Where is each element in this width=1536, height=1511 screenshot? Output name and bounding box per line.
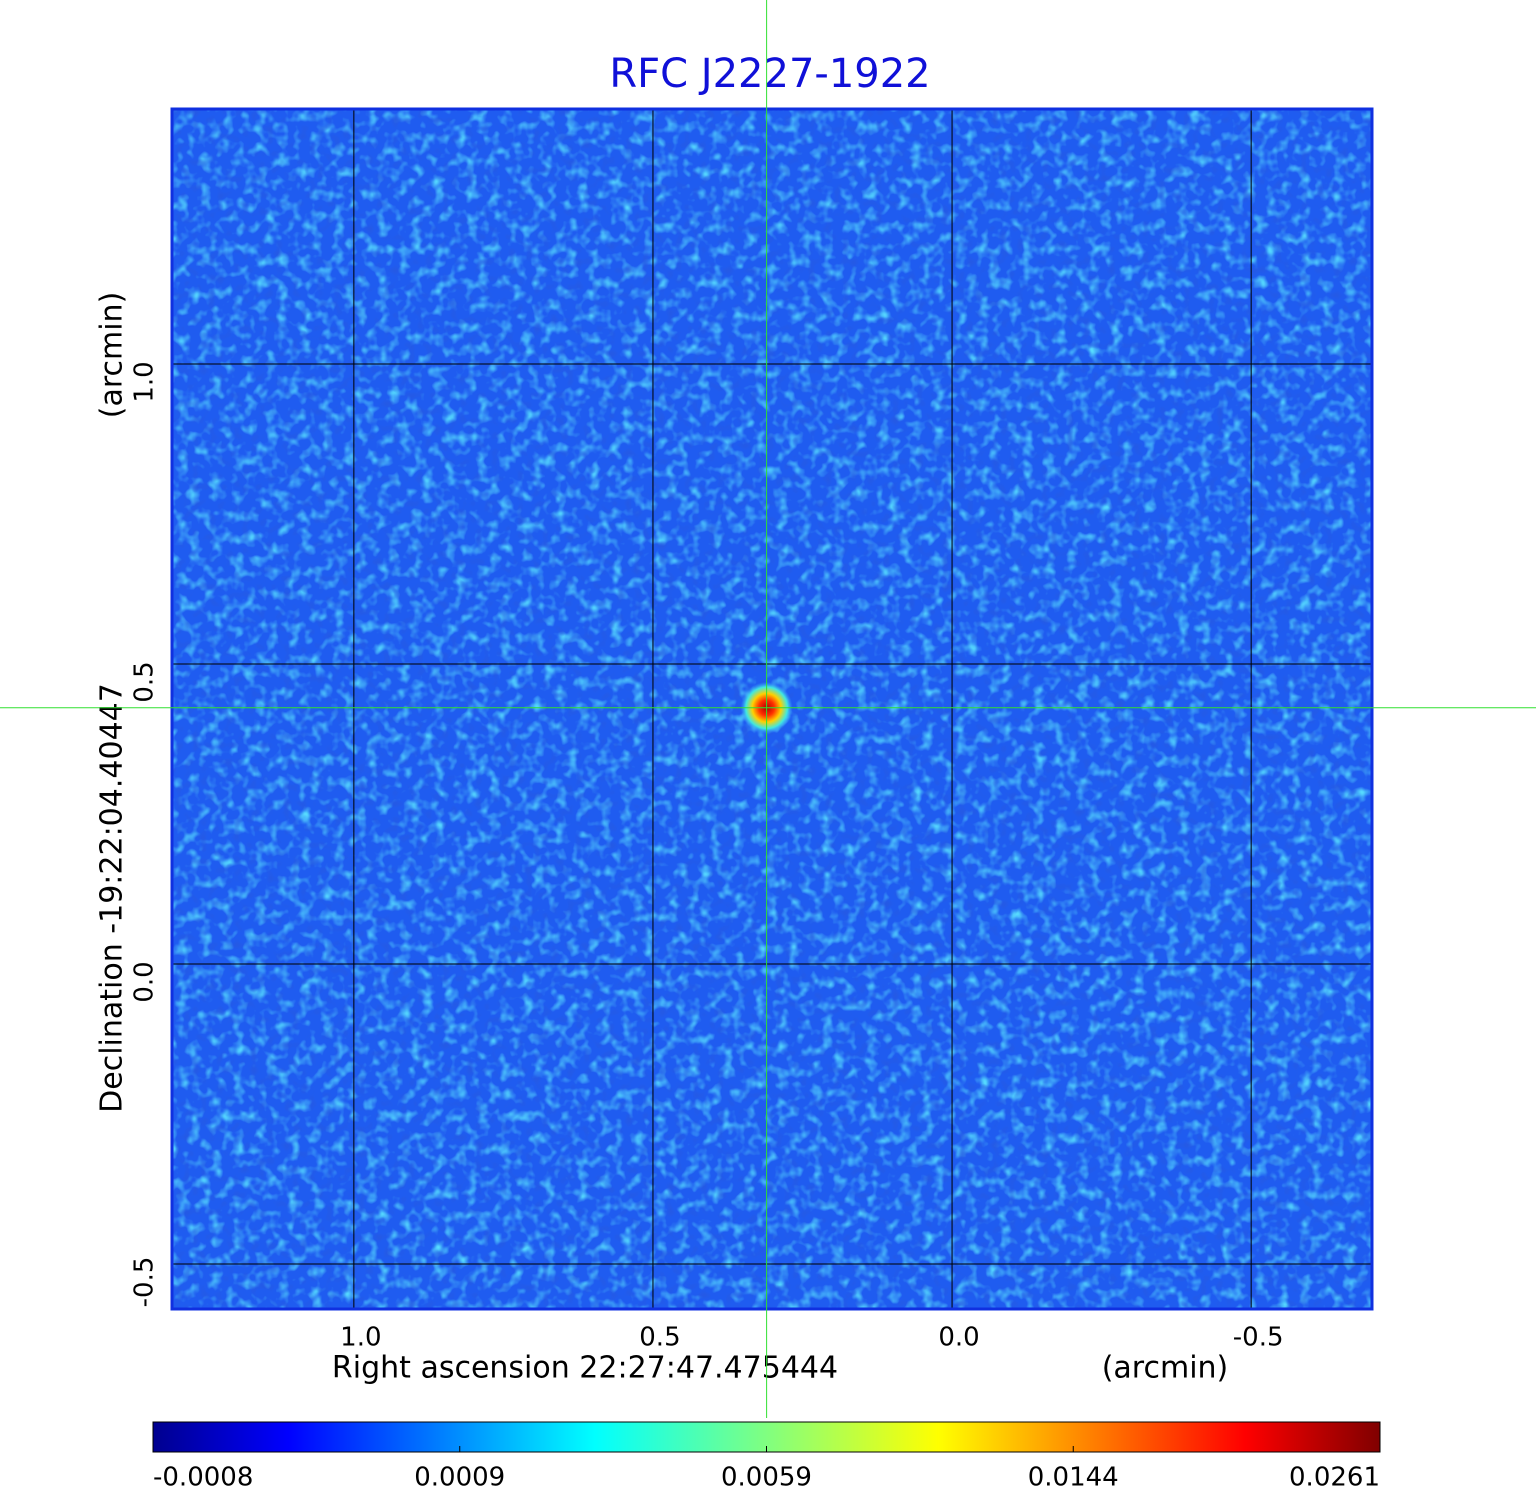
x-axis-unit: (arcmin) bbox=[1102, 1351, 1229, 1386]
y-tick-label: 1.0 bbox=[130, 361, 160, 402]
colorbar-tick-label: -0.0008 bbox=[153, 1463, 253, 1493]
colorbar-tick-label: 0.0059 bbox=[721, 1463, 812, 1493]
x-tick-label: 0.0 bbox=[938, 1323, 979, 1353]
x-tick-label: 0.5 bbox=[639, 1323, 680, 1353]
y-tick-label: 0.5 bbox=[130, 661, 160, 702]
x-axis-label: Right ascension 22:27:47.475444 bbox=[332, 1351, 838, 1386]
colorbar-tick-label: 0.0009 bbox=[414, 1463, 505, 1493]
y-axis-label: Declination -19:22:04.40447 bbox=[95, 683, 130, 1113]
y-tick-label: -0.5 bbox=[130, 1257, 160, 1308]
x-tick-label: -0.5 bbox=[1233, 1323, 1284, 1353]
y-axis-unit: (arcmin) bbox=[95, 292, 130, 419]
chart-title: RFC J2227-1922 bbox=[609, 51, 930, 97]
colorbar-tick-label: 0.0261 bbox=[1289, 1463, 1380, 1493]
y-tick-label: 0.0 bbox=[130, 961, 160, 1002]
plot-border bbox=[170, 107, 1374, 1311]
colorbar-tick-label: 0.0144 bbox=[1028, 1463, 1119, 1493]
x-tick-label: 1.0 bbox=[340, 1323, 381, 1353]
